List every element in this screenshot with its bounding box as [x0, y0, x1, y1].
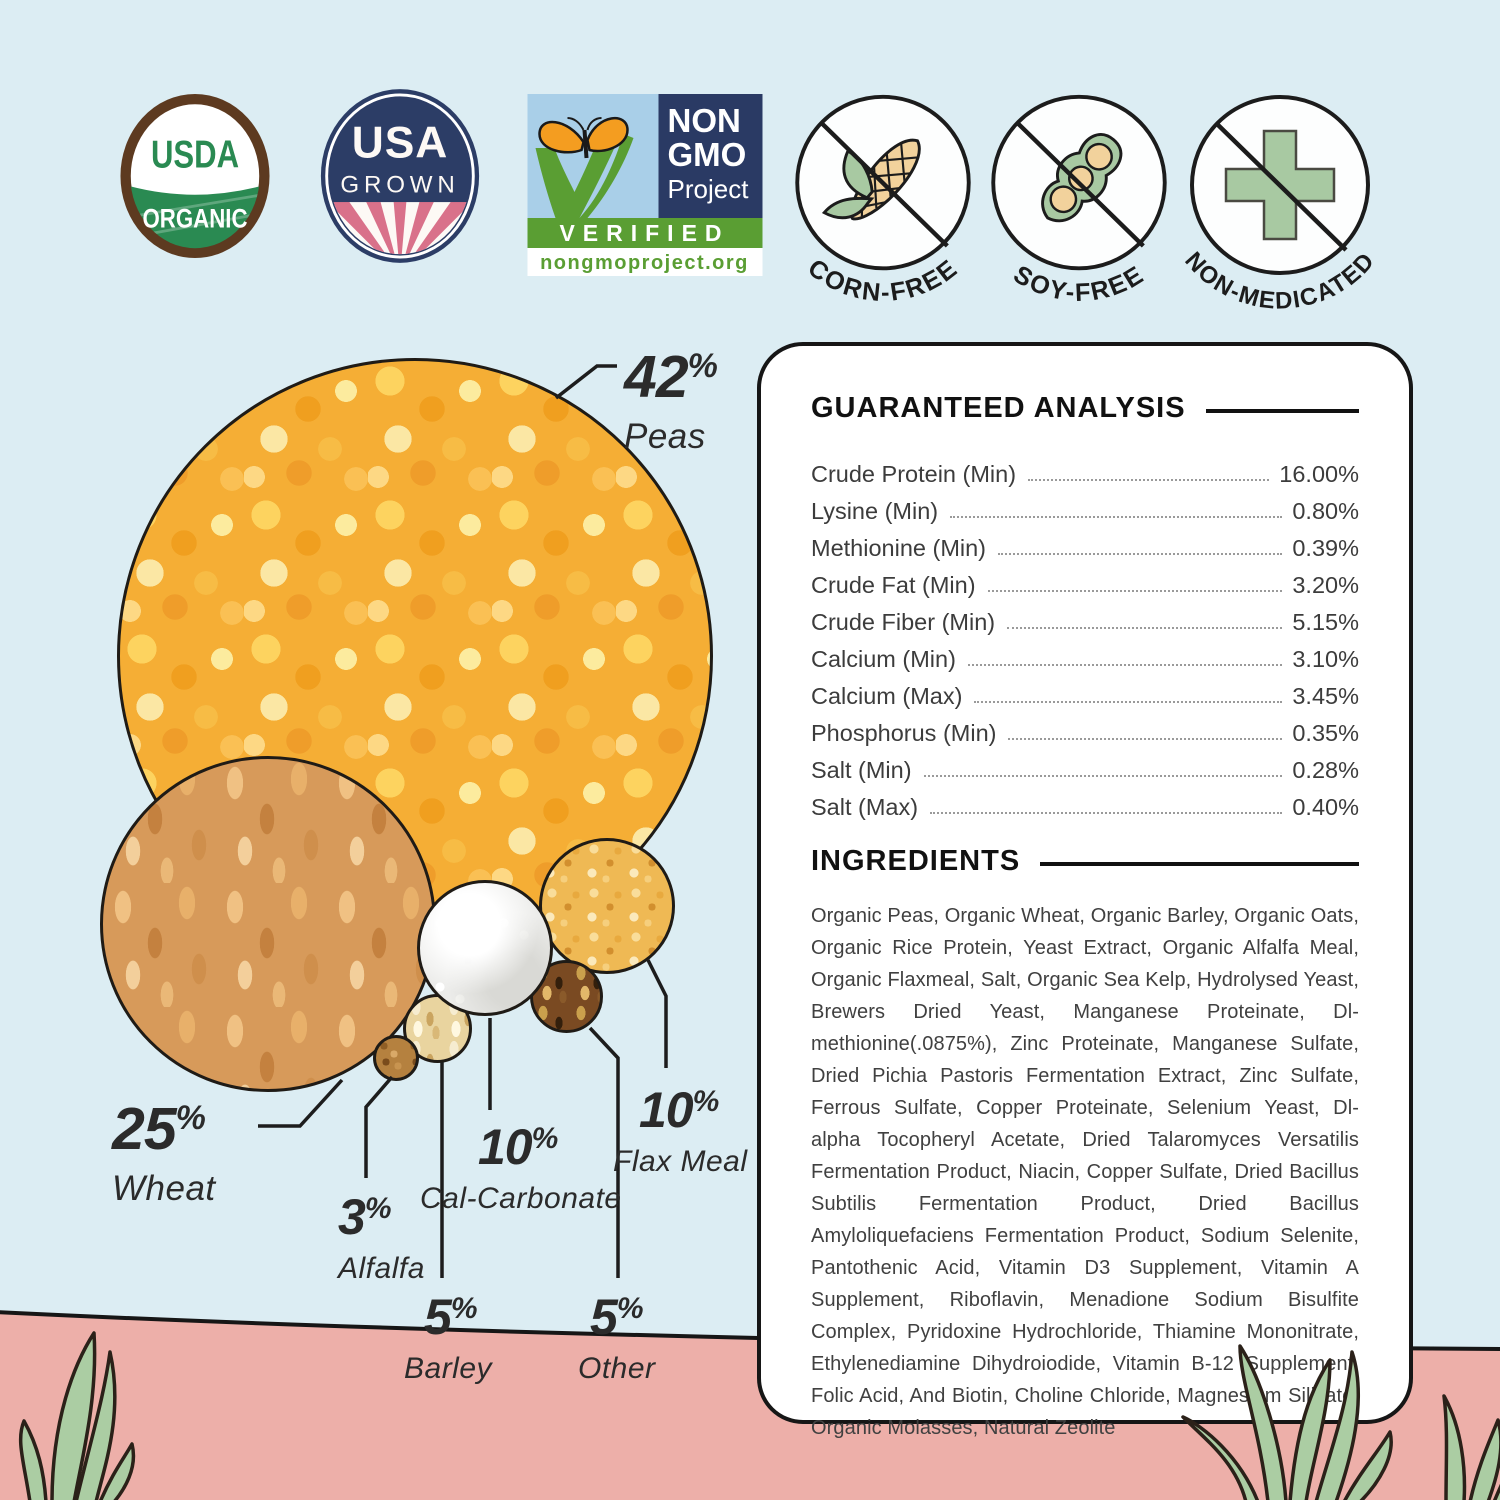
nongmo-line2: GMO: [668, 136, 747, 173]
analysis-row: Crude Fat (Min) 3.20%: [811, 562, 1359, 599]
usa-text: USA: [352, 119, 449, 168]
analysis-row: Salt (Max) 0.40%: [811, 784, 1359, 821]
analysis-rule: [1205, 408, 1359, 413]
analysis-row-value: 0.80%: [1292, 498, 1359, 524]
organic-text: ORGANIC: [143, 203, 248, 234]
flax-name: Flax Meal: [613, 1145, 748, 1178]
peas-pct: 42: [624, 344, 689, 410]
analysis-row: Crude Protein (Min) 16.00%: [811, 451, 1359, 488]
non-gmo-badge: NON GMO Project VERIFIED nongmoproject.o…: [527, 94, 763, 276]
analysis-row-label: Crude Fiber (Min): [811, 609, 996, 635]
soy-pod-icon: [1041, 133, 1123, 223]
analysis-row-label: Salt (Max): [811, 794, 919, 820]
usda-organic-badge: USDA ORGANIC: [120, 93, 270, 259]
bubble-wheat: [100, 756, 436, 1092]
bubble-cal-carbonate: [417, 880, 553, 1016]
peas-name: Peas: [624, 417, 706, 456]
analysis-row-label: Crude Fat (Min): [811, 572, 976, 598]
other-name: Other: [578, 1352, 656, 1385]
analysis-table: Crude Protein (Min) 16.00% Lysine (Min) 0.8…: [811, 451, 1359, 821]
analysis-card: GUARANTEED ANALYSIS Crude Protein (Min) 1…: [757, 342, 1413, 1439]
other-pct: 5: [590, 1289, 618, 1345]
slash-icon: [819, 120, 949, 248]
analysis-row-value: 0.39%: [1292, 535, 1359, 561]
cal-name: Cal-Carbonate: [420, 1182, 622, 1215]
alfalfa-name: Alfalfa: [338, 1252, 425, 1285]
nongmo-url: nongmoproject.org: [540, 252, 749, 274]
label-flax-meal: 10% Flax Meal: [613, 1082, 748, 1178]
slash-icon: [1015, 120, 1145, 248]
analysis-row-value: 3.20%: [1292, 572, 1359, 598]
ingredients-rule: [1040, 861, 1359, 866]
label-other: 5% Other: [578, 1289, 656, 1385]
dotted-leader: [998, 553, 1283, 555]
slash-icon: [1214, 121, 1348, 252]
dotted-leader: [974, 701, 1283, 703]
analysis-row-value: 3.45%: [1292, 683, 1359, 709]
barley-pct: 5: [424, 1289, 452, 1345]
dotted-leader: [987, 590, 1283, 592]
bubble-alfalfa: [373, 1035, 419, 1081]
ingredients-title: INGREDIENTS: [811, 845, 1021, 877]
cal-pct: 10: [478, 1119, 533, 1175]
verified-text: VERIFIED: [559, 220, 729, 246]
usda-text: USDA: [151, 133, 239, 177]
analysis-row: Crude Fiber (Min) 5.15%: [811, 599, 1359, 636]
dotted-leader: [950, 516, 1283, 518]
analysis-title: GUARANTEED ANALYSIS: [811, 392, 1186, 424]
dotted-leader: [1007, 627, 1283, 629]
dotted-leader: [923, 775, 1283, 777]
usa-grown-badge: USA GROWN: [320, 89, 480, 263]
analysis-row-label: Calcium (Min): [811, 646, 956, 672]
butterfly-icon: [538, 116, 629, 159]
analysis-row: Salt (Min) 0.28%: [811, 747, 1359, 784]
nongmo-line3: Project: [668, 174, 750, 204]
analysis-row-label: Salt (Min): [811, 757, 912, 783]
analysis-row: Calcium (Min) 3.10%: [811, 636, 1359, 673]
analysis-row-value: 0.28%: [1292, 757, 1359, 783]
wheat-pct: 25: [112, 1096, 177, 1162]
analysis-row: Calcium (Max) 3.45%: [811, 673, 1359, 710]
analysis-row-value: 3.10%: [1292, 646, 1359, 672]
soy-free-badge: SOY-FREE: [991, 94, 1167, 307]
dotted-leader: [1028, 479, 1270, 481]
analysis-row-value: 0.35%: [1292, 720, 1359, 746]
dotted-leader: [967, 664, 1283, 666]
non-medicated-badge: NON-MEDICATED: [1179, 95, 1379, 315]
wheat-name: Wheat: [112, 1169, 216, 1208]
analysis-row-label: Methionine (Min): [811, 535, 987, 561]
label-peas: 42% Peas: [624, 344, 718, 456]
analysis-row-label: Phosphorus (Min): [811, 720, 997, 746]
bubble-flax-meal: [539, 838, 675, 974]
analysis-row-label: Crude Protein (Min): [811, 461, 1017, 487]
dotted-leader: [1008, 738, 1283, 740]
analysis-row-value: 5.15%: [1292, 609, 1359, 635]
flax-pct: 10: [639, 1082, 694, 1138]
grown-text: GROWN: [340, 171, 459, 198]
ingredients-text: Organic Peas, Organic Wheat, Organic Bar…: [811, 905, 1359, 1439]
alfalfa-pct: 3: [338, 1189, 366, 1245]
analysis-row-value: 16.00%: [1279, 461, 1359, 487]
analysis-row-label: Calcium (Max): [811, 683, 963, 709]
analysis-row: Methionine (Min) 0.39%: [811, 525, 1359, 562]
label-wheat: 25% Wheat: [112, 1096, 216, 1208]
ingredients-header: INGREDIENTS: [811, 845, 1359, 878]
nongmo-line1: NON: [668, 102, 741, 139]
label-alfalfa: 3% Alfalfa: [338, 1189, 425, 1285]
analysis-row: Phosphorus (Min) 0.35%: [811, 710, 1359, 747]
analysis-row-label: Lysine (Min): [811, 498, 939, 524]
analysis-header: GUARANTEED ANALYSIS: [811, 392, 1359, 425]
corn-free-badge: CORN-FREE: [795, 94, 971, 307]
label-cal-carbonate: 10% Cal-Carbonate: [420, 1119, 622, 1215]
analysis-row-value: 0.40%: [1292, 794, 1359, 820]
barley-name: Barley: [404, 1352, 493, 1385]
analysis-row: Lysine (Min) 0.80%: [811, 488, 1359, 525]
label-barley: 5% Barley: [404, 1289, 493, 1385]
dotted-leader: [930, 812, 1283, 814]
